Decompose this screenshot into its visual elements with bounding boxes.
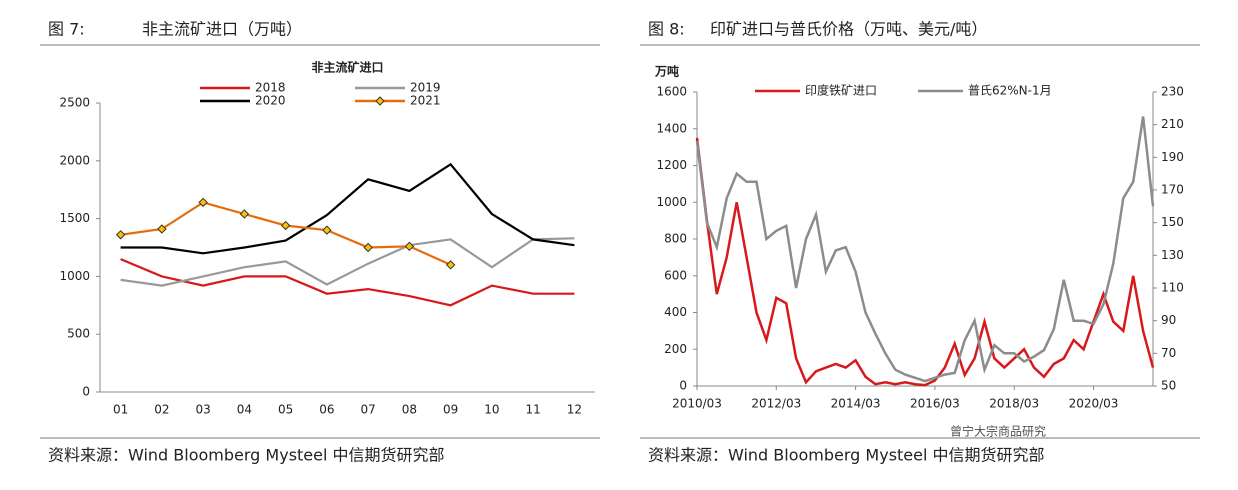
watermark: 曾宁大宗商品研究 <box>950 424 1046 439</box>
x-tick-label: 2018/03 <box>989 397 1039 411</box>
point-marker <box>157 224 167 234</box>
x-tick-label: 01 <box>113 403 128 417</box>
source-note: 资料来源：Wind Bloomberg Mysteel 中信期货研究部 <box>648 446 1045 465</box>
chart-title: 非主流矿进口 <box>311 60 383 75</box>
series-line <box>120 162 575 255</box>
y2-tick-label: 190 <box>1161 150 1184 164</box>
y2-tick-label: 70 <box>1161 346 1176 360</box>
y-tick-label: 1000 <box>656 195 687 209</box>
point-marker <box>445 260 456 270</box>
point-marker <box>322 225 332 235</box>
point-marker <box>404 241 415 252</box>
x-tick-label: 08 <box>402 403 417 417</box>
series-line <box>120 258 575 307</box>
x-tick-label: 05 <box>278 403 293 417</box>
y-tick-label: 1600 <box>656 85 687 99</box>
y2-tick-label: 130 <box>1161 248 1184 262</box>
point-marker <box>115 230 126 240</box>
y-tick-label: 200 <box>664 342 687 356</box>
y-tick-label: 600 <box>664 268 687 282</box>
legend-label: 2018 <box>255 81 286 95</box>
y-tick-label: 500 <box>67 327 90 341</box>
legend-marker <box>375 96 385 106</box>
legend-label: 2020 <box>255 94 286 108</box>
y2-tick-label: 210 <box>1161 117 1184 131</box>
x-tick-label: 10 <box>484 403 499 417</box>
y-tick-label: 2500 <box>59 96 90 110</box>
series-line <box>695 116 1155 383</box>
x-tick-label: 2016/03 <box>910 397 960 411</box>
y2-tick-label: 90 <box>1161 313 1176 327</box>
y-axis-label: 万吨 <box>654 64 679 79</box>
y-tick-label: 1000 <box>59 269 90 283</box>
y-tick-label: 2000 <box>59 153 90 167</box>
legend-label: 2021 <box>410 94 441 108</box>
figure-caption: 印矿进口与普氏价格（万吨、美元/吨） <box>710 20 987 39</box>
figure-number: 图 8: <box>648 20 685 39</box>
x-tick-label: 2012/03 <box>751 397 801 411</box>
legend-label: 2019 <box>410 81 441 95</box>
y-tick-label: 0 <box>82 385 90 399</box>
figure-number: 图 7: <box>48 20 85 39</box>
y2-tick-label: 170 <box>1161 183 1184 197</box>
point-marker <box>280 220 291 231</box>
y2-tick-label: 50 <box>1161 379 1176 393</box>
y-tick-label: 1200 <box>656 158 687 172</box>
legend-label: 普氏62%N-1月 <box>968 84 1052 98</box>
y-tick-label: 800 <box>664 232 687 246</box>
y-tick-label: 0 <box>679 379 687 393</box>
x-tick-label: 2010/03 <box>672 397 722 411</box>
point-marker <box>198 197 208 208</box>
series-line <box>120 201 452 266</box>
figure-caption: 非主流矿进口（万吨） <box>142 20 302 39</box>
x-tick-label: 09 <box>443 403 458 417</box>
y2-tick-label: 110 <box>1161 281 1184 295</box>
x-tick-label: 2014/03 <box>831 397 881 411</box>
x-tick-label: 03 <box>195 403 210 417</box>
x-tick-label: 06 <box>319 403 334 417</box>
y2-tick-label: 230 <box>1161 85 1184 99</box>
point-marker <box>239 209 250 219</box>
point-marker <box>363 242 373 253</box>
x-tick-label: 11 <box>525 403 540 417</box>
y2-tick-label: 150 <box>1161 215 1184 229</box>
source-note: 资料来源：Wind Bloomberg Mysteel 中信期货研究部 <box>48 446 445 465</box>
x-tick-label: 02 <box>154 403 169 417</box>
x-tick-label: 07 <box>360 403 375 417</box>
series-line <box>120 237 575 287</box>
y-tick-label: 400 <box>664 305 687 319</box>
y-tick-label: 1500 <box>59 211 90 225</box>
y-tick-label: 1400 <box>656 121 687 135</box>
x-tick-label: 12 <box>567 403 582 417</box>
x-tick-label: 2020/03 <box>1069 397 1119 411</box>
x-tick-label: 04 <box>237 403 252 417</box>
series-line <box>695 137 1155 387</box>
legend-label: 印度铁矿进口 <box>805 83 877 98</box>
